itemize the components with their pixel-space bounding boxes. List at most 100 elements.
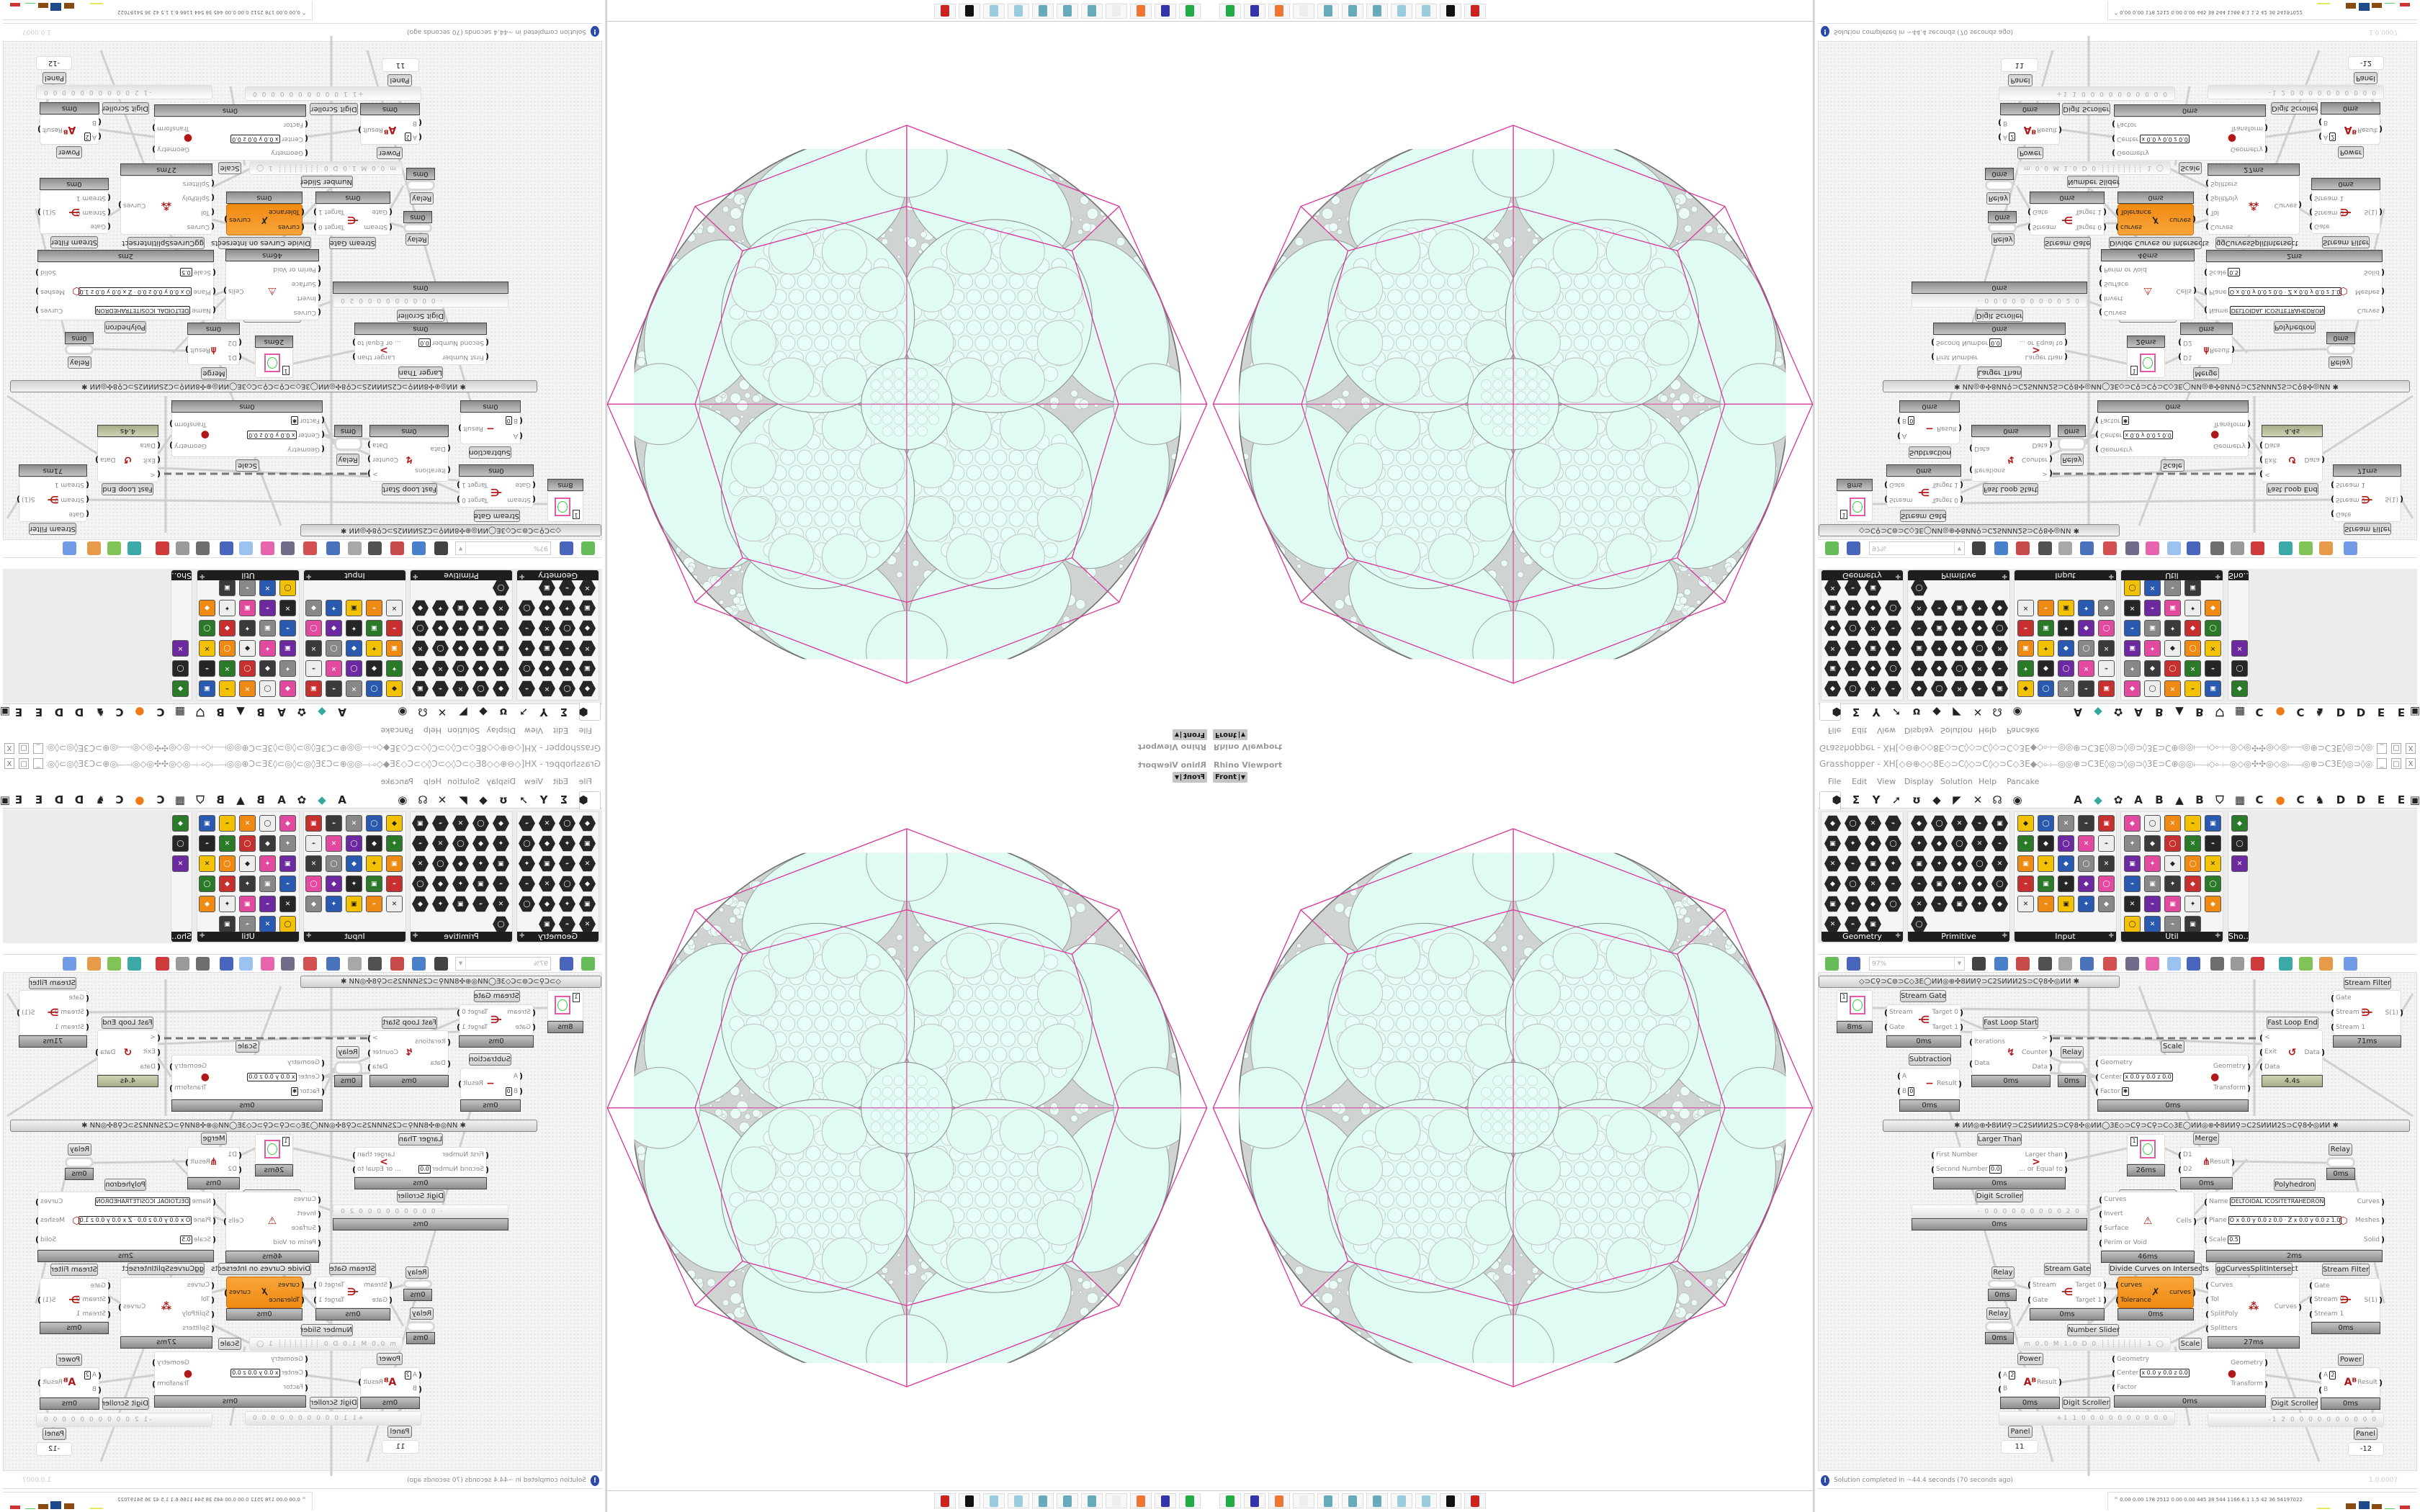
input-param[interactable]: (Gate xyxy=(372,207,393,217)
stream-filter-label[interactable]: Stream Filter xyxy=(2344,977,2391,989)
input-param[interactable]: (curves xyxy=(278,222,305,232)
tab-icon[interactable]: A xyxy=(2074,793,2082,806)
input-grip[interactable]: ( xyxy=(2331,993,2335,1003)
output-param[interactable]: S(1)) xyxy=(2365,1295,2383,1305)
plane-icon[interactable]: ⌁ xyxy=(559,640,575,657)
input-grip[interactable]: ( xyxy=(1931,1150,1935,1160)
relay-node[interactable] xyxy=(403,223,432,233)
input-param[interactable]: (B 0 xyxy=(505,416,523,426)
tab-icon[interactable]: ◉ xyxy=(398,706,408,719)
integer-icon[interactable]: ✕ xyxy=(412,640,429,657)
plane-icon[interactable]: ⌁ xyxy=(1845,855,1861,872)
output-grip[interactable]: ) xyxy=(152,144,156,154)
input-grip[interactable]: ( xyxy=(321,444,325,454)
data-icon[interactable]: ✦ xyxy=(1911,835,1927,852)
blank-app-icon[interactable] xyxy=(1106,4,1127,19)
open-file-icon[interactable] xyxy=(581,541,595,555)
interval-icon[interactable]: ⌁ xyxy=(493,620,509,636)
tab-icon[interactable]: A xyxy=(338,706,346,719)
relay-node[interactable] xyxy=(2326,1157,2355,1168)
param-value[interactable]: 0.0 xyxy=(1989,1165,2002,1174)
output-grip[interactable]: ) xyxy=(2380,1235,2385,1245)
bracket-icon[interactable] xyxy=(2038,957,2052,971)
output-param[interactable]: Curves) xyxy=(35,305,63,315)
menu-view[interactable]: View xyxy=(524,726,543,735)
text-icon[interactable]: ▣ xyxy=(1951,896,1968,912)
output-param[interactable]: >) xyxy=(367,469,378,479)
input-grip[interactable]: ( xyxy=(388,222,393,232)
scissors-icon[interactable]: ▣ xyxy=(1911,855,1927,872)
relay-label[interactable]: Relay xyxy=(2061,1046,2084,1058)
input-grip[interactable]: ( xyxy=(97,132,102,142)
tab-icon[interactable]: ✿ xyxy=(2113,793,2123,806)
menu-file[interactable]: File xyxy=(1828,777,1842,786)
input-param[interactable]: (D1 xyxy=(2178,1151,2192,1160)
arrow-right-icon[interactable]: ✕ xyxy=(2164,815,2181,832)
input-grip[interactable]: ( xyxy=(2259,1062,2264,1072)
input-grip[interactable]: ( xyxy=(156,440,161,450)
power-component[interactable]: (A 2(B Result) Aᴮ xyxy=(37,114,102,145)
chevron-down-icon[interactable]: ▼ xyxy=(456,542,466,554)
complex-icon[interactable]: ✦ xyxy=(452,620,469,636)
input-grip[interactable]: ( xyxy=(107,221,111,231)
input-grip[interactable]: ( xyxy=(388,207,393,217)
tab-icon[interactable]: ☊ xyxy=(1992,793,2002,806)
input-param[interactable]: (Data xyxy=(430,444,451,454)
culture-icon[interactable]: ◯ xyxy=(472,680,489,697)
param-value[interactable]: 2 xyxy=(2009,1370,2016,1380)
matrix-icon[interactable]: ✕ xyxy=(452,680,469,697)
file-icon[interactable]: ⌁ xyxy=(472,600,489,616)
number-slider-label[interactable]: Number Slider xyxy=(2067,1324,2120,1336)
tree-icon[interactable]: ⌁ xyxy=(279,620,296,636)
refresh-icon[interactable]: ⌁ xyxy=(259,600,276,616)
material-icon[interactable]: ◆ xyxy=(412,600,429,616)
input-grip[interactable]: ( xyxy=(2331,1022,2335,1032)
sphere-icon[interactable]: ✦ xyxy=(1845,896,1861,912)
output-param[interactable]: Target 1) xyxy=(1932,1022,1963,1032)
input-param[interactable]: (Second Number 0.0 xyxy=(418,338,489,348)
brep-icon[interactable]: ◯ xyxy=(1845,815,1861,832)
output-param[interactable]: Target 1) xyxy=(2076,1295,2107,1305)
cube-icon[interactable]: ◯ xyxy=(559,620,575,636)
tab-icon[interactable]: ☊ xyxy=(418,706,428,719)
tab-icon[interactable]: D xyxy=(2356,793,2366,806)
param-value[interactable]: 0 xyxy=(1908,1086,1915,1096)
stream-gate-label[interactable]: Stream Gate xyxy=(1900,990,1946,1002)
digit-scroller-label[interactable]: Digit Scroller xyxy=(2062,1397,2110,1409)
stream-gate-component[interactable]: (Stream(Gate Target 0) Target 1) ⋲ xyxy=(313,204,393,235)
tab-icon[interactable]: C xyxy=(156,706,165,719)
input-grip[interactable]: ( xyxy=(1884,1022,1888,1032)
output-grip[interactable]: ) xyxy=(152,123,156,133)
output-grip[interactable]: ) xyxy=(2192,1216,2197,1226)
input-param[interactable]: (Plane O x 0.0 y 0.0 z 0.0 · Z x 0.0 y 0.… xyxy=(78,287,216,297)
bell-icon[interactable] xyxy=(196,541,210,555)
input-param[interactable]: (B xyxy=(413,118,422,127)
tree-icon[interactable]: ⌁ xyxy=(2124,876,2141,892)
divide-curves-on-intersects-component[interactable]: (curves(Tolerance curves) ✗ xyxy=(2115,1277,2196,1308)
output-param[interactable]: Result) xyxy=(185,346,210,355)
input-grip[interactable]: ( xyxy=(212,287,216,297)
input-param[interactable]: (Invert xyxy=(297,294,321,303)
input-param[interactable]: (Gate xyxy=(515,480,536,490)
tab-icon[interactable]: ● xyxy=(2275,793,2285,806)
output-grip[interactable]: ) xyxy=(2264,1358,2268,1368)
output-grip[interactable]: ) xyxy=(35,267,40,277)
input-param[interactable]: (Stream xyxy=(1884,1008,1913,1017)
tab-icon[interactable]: ➚ xyxy=(1891,793,1901,806)
input-param[interactable]: (Curves xyxy=(2205,1281,2233,1290)
tab-icon[interactable]: Σ xyxy=(560,706,568,719)
larger-than-component[interactable]: (First Number(Second Number 0.0 Larger tha… xyxy=(1931,1147,2068,1177)
input-param[interactable]: (Tolerance xyxy=(269,207,305,217)
record-icon[interactable]: ◆ xyxy=(2144,835,2161,852)
magnet-icon[interactable]: ◯ xyxy=(2144,815,2161,832)
twisted-box-icon[interactable]: ✕ xyxy=(1824,916,1841,932)
input-param[interactable]: (A 2 xyxy=(2318,1371,2336,1380)
tab-icon[interactable]: D xyxy=(2336,793,2346,806)
close-icon[interactable]: ▣ xyxy=(219,580,236,596)
fast-loop-end-label[interactable]: Fast Loop End xyxy=(2267,1017,2318,1029)
input-grip[interactable]: ( xyxy=(2309,1309,2313,1319)
input-grip[interactable]: ( xyxy=(2099,1238,2103,1248)
tab-icon[interactable]: ⛉ xyxy=(196,706,205,719)
menu-display[interactable]: Display xyxy=(1904,777,1934,786)
input-param[interactable]: (B xyxy=(1998,1385,2007,1394)
